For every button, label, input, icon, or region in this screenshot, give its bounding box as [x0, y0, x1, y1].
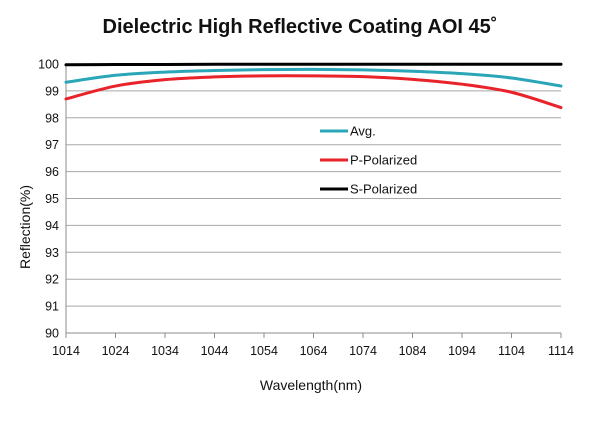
y-tick-label: 97	[45, 138, 59, 152]
y-tick-label: 95	[45, 192, 59, 206]
x-tick-label: 1074	[349, 344, 377, 358]
x-axis-title: Wavelength(nm)	[260, 377, 362, 393]
y-tick-label: 96	[45, 165, 59, 179]
legend-label-s-polarized: S-Polarized	[350, 182, 417, 197]
y-tick-label: 92	[45, 273, 59, 287]
x-tick-label: 1034	[151, 344, 179, 358]
legend-label-avg: Avg.	[350, 124, 376, 139]
y-tick-label: 100	[38, 58, 59, 72]
axes: 90 91 92 93 94 95 96 97 98 99 100 1014 1024 1034 1044 1…	[38, 58, 574, 359]
chart-title: Dielectric High Reflective Coating AOI 4…	[102, 16, 498, 38]
y-tick-label: 99	[45, 84, 59, 98]
x-tick-label: 1104	[498, 344, 525, 358]
y-tick-label: 93	[45, 246, 59, 260]
legend-label-p-polarized: P-Polarized	[350, 153, 417, 168]
y-tick-label: 91	[45, 300, 59, 314]
y-tick-label: 94	[45, 219, 59, 233]
x-tick-label: 1014	[52, 344, 80, 358]
series-line-p-polarized	[64, 74, 563, 110]
y-tick-label: 98	[45, 111, 59, 125]
x-tick-label: 1044	[201, 344, 229, 358]
y-axis-title: Reflection(%)	[17, 185, 33, 269]
x-tick-label: 1024	[102, 344, 130, 358]
y-tick-label: 90	[45, 327, 59, 341]
series-line-s-polarized	[64, 62, 563, 67]
x-tick-label: 1064	[300, 344, 328, 358]
x-tick-label: 1054	[250, 344, 278, 358]
series-lines	[64, 62, 563, 110]
series-line-avg	[64, 67, 563, 88]
grid-lines	[66, 63, 561, 307]
x-tick-label: 1114	[548, 344, 574, 358]
x-tick-label: 1094	[448, 344, 476, 358]
legend: Avg. P-Polarized S-Polarized	[320, 124, 417, 197]
x-tick-label: 1084	[399, 344, 427, 358]
